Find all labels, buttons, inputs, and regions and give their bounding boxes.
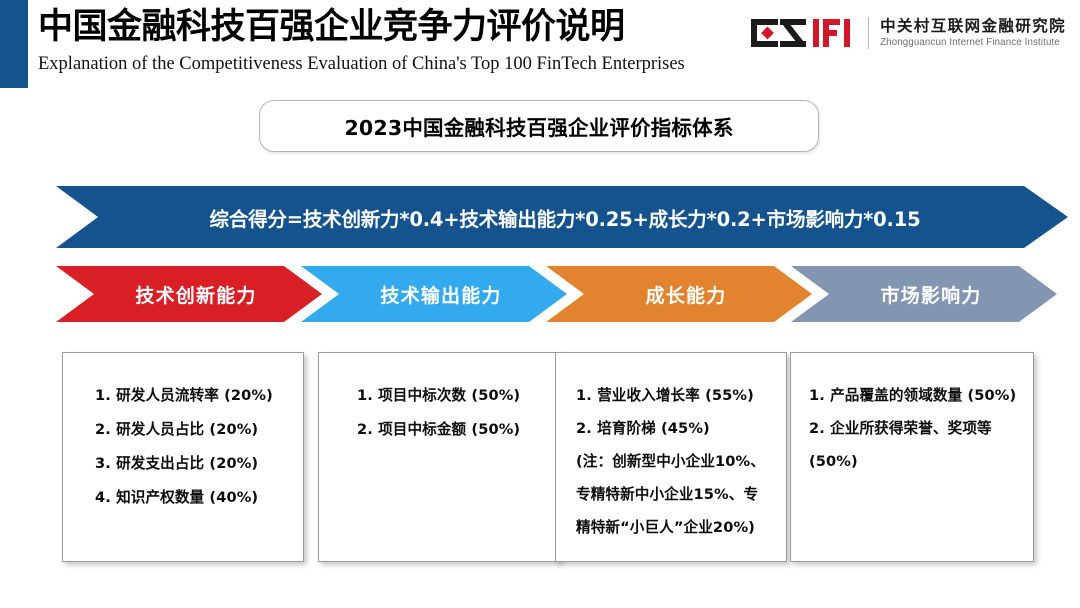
pillar-label: 市场影响力 <box>880 284 982 307</box>
pillar-chevron-growth[interactable]: 成长能力 <box>546 266 812 322</box>
indicator-item: 1. 研发人员流转率 (20%) <box>95 387 273 404</box>
indicator-item: 2. 研发人员占比 (20%) <box>95 421 259 438</box>
logo-name-en: Zhongguancun Internet Finance Institute <box>880 37 1060 49</box>
pillar-label: 技术创新能力 <box>135 284 257 307</box>
indicator-card-tech-output: 1. 项目中标次数 (50%) 2. 项目中标金额 (50%) <box>318 352 560 562</box>
logo-letter-c <box>751 19 779 47</box>
page-header: 中国金融科技百强企业竞争力评价说明 Explanation of the Com… <box>0 0 1080 92</box>
indicator-note-line: (注：创新型中小企业10%、 <box>576 453 765 470</box>
indicator-item: 2. 培育阶梯 (45%) <box>576 420 710 437</box>
indicator-item: 2. 企业所获得荣誉、奖项等 <box>809 420 992 437</box>
indicator-item: 1. 项目中标次数 (50%) <box>357 387 521 404</box>
title-block: 中国金融科技百强企业竞争力评价说明 Explanation of the Com… <box>38 4 738 77</box>
logo-text-block: 中关村互联网金融研究院 Zhongguancun Internet Financ… <box>880 16 1066 49</box>
indicator-card-market-influence: 1. 产品覆盖的领域数量 (50%) 2. 企业所获得荣誉、奖项等 (50%) <box>790 352 1034 562</box>
formula-banner: 综合得分=技术创新力*0.4+技术输出能力*0.25+成长力*0.2+市场影响力… <box>56 186 1068 248</box>
pillar-chevron-tech-output[interactable]: 技术输出能力 <box>301 266 567 322</box>
page-title-en: Explanation of the Competitiveness Evalu… <box>38 54 685 74</box>
section-title-box: 2023中国金融科技百强企业评价指标体系 <box>259 100 819 152</box>
pillar-chevron-tech-innovation[interactable]: 技术创新能力 <box>56 266 322 322</box>
section-title-text: 2023中国金融科技百强企业评价指标体系 <box>344 116 734 140</box>
indicator-card-growth: 1. 营业收入增长率 (55%) 2. 培育阶梯 (45%) (注：创新型中小企… <box>555 352 787 562</box>
indicator-item: 2. 项目中标金额 (50%) <box>357 421 521 438</box>
institute-logo: 中关村互联网金融研究院 Zhongguancun Internet Financ… <box>751 12 1066 54</box>
czifi-logo-icon <box>751 18 859 48</box>
indicator-item: 4. 知识产权数量 (40%) <box>95 489 259 506</box>
page-title-cn: 中国金融科技百强企业竞争力评价说明 <box>38 7 625 47</box>
pillar-chevron-market-influence[interactable]: 市场影响力 <box>791 266 1057 322</box>
indicator-item: 1. 产品覆盖的领域数量 (50%) <box>809 387 1017 404</box>
indicator-note-line: 专精特新中小企业15%、专 <box>576 486 759 503</box>
logo-letter-z <box>780 19 807 47</box>
logo-diamond-icon <box>761 26 774 40</box>
header-accent-bar <box>0 0 28 88</box>
formula-text: 综合得分=技术创新力*0.4+技术输出能力*0.25+成长力*0.2+市场影响力… <box>209 207 921 231</box>
indicator-item: (50%) <box>809 453 858 470</box>
logo-name-cn: 中关村互联网金融研究院 <box>880 16 1066 35</box>
pillar-label: 成长能力 <box>645 284 727 307</box>
indicator-item: 3. 研发支出占比 (20%) <box>95 455 259 472</box>
pillar-chevron-row: 技术创新能力 技术输出能力 成长能力 市场影响力 <box>0 266 1080 322</box>
indicator-card-tech-innovation: 1. 研发人员流转率 (20%) 2. 研发人员占比 (20%) 3. 研发支出… <box>62 352 304 562</box>
pillar-label: 技术输出能力 <box>380 284 502 307</box>
indicator-item: 1. 营业收入增长率 (55%) <box>576 387 754 404</box>
indicator-note-line: 精特新“小巨人”企业20%) <box>576 519 755 536</box>
logo-letters-ifi <box>813 19 851 47</box>
logo-divider <box>868 17 870 49</box>
